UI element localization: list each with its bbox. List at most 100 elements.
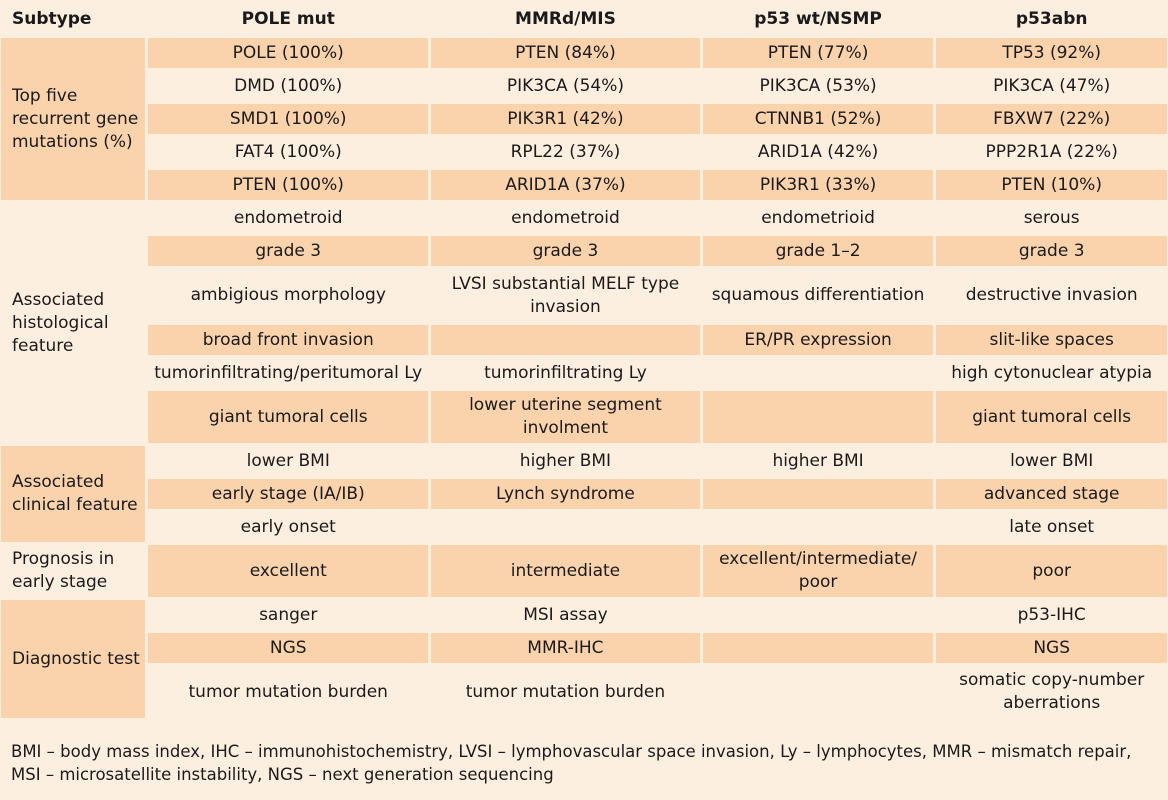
header-row: Subtype POLE mut MMRd/MIS p53 wt/NSMP p5… (1, 3, 1167, 35)
table-row: Diagnostic test sanger MSI assay p53-IHC (1, 600, 1167, 718)
table-cell: grade 3 (936, 236, 1167, 266)
header-pole-mut: POLE mut (148, 3, 429, 35)
table-cell: early stage (IA/IB) (148, 479, 429, 509)
table-cell: CTNNB1 (52%) (702, 104, 934, 134)
header-p53abn: p53abn (936, 3, 1167, 35)
table-row: giant tumoral cells lower uterine segmen… (1, 391, 1167, 443)
table-row: PTEN (100%) ARID1A (37%) PIK3R1 (33%) PT… (1, 170, 1167, 200)
table-cell: lower BMI (936, 446, 1167, 476)
table-cell: early onset (148, 512, 429, 542)
table-cell: endometrioid (702, 203, 934, 233)
table-cell: PTEN (77%) (702, 38, 934, 68)
table-cell (431, 512, 700, 542)
table-cell: grade 3 (431, 236, 700, 266)
table-row: early onset late onset (1, 512, 1167, 542)
table-cell: PIK3CA (54%) (431, 71, 700, 101)
table-cell: excellent/intermediate/ poor (702, 545, 934, 597)
table-cell (702, 666, 934, 718)
table-cell: serous (936, 203, 1167, 233)
table-cell: tumor mutation burden (148, 666, 429, 718)
table-row: tumorinfiltrating/peritumoral Ly tumorin… (1, 358, 1167, 388)
table-cell: grade 1–2 (702, 236, 934, 266)
header-subtype: Subtype (1, 3, 146, 35)
table-cell: PTEN (84%) (431, 38, 700, 68)
table-cell: intermediate (431, 545, 700, 597)
table-cell: grade 3 (148, 236, 429, 266)
table-cell: giant tumoral cells (148, 391, 429, 443)
table-row: NGS MMR-IHC NGS (1, 633, 1167, 663)
table-cell: endometroid (431, 203, 700, 233)
table-cell: PIK3R1 (33%) (702, 170, 934, 200)
table-row: Associated clinical feature lower BMI hi… (1, 446, 1167, 542)
table-cell: tumorinfiltrating/peritumoral Ly (148, 358, 429, 388)
table-cell: PIK3CA (47%) (936, 71, 1167, 101)
table-cell: ARID1A (37%) (431, 170, 700, 200)
table-cell: endometroid (148, 203, 429, 233)
header-mmrd: MMRd/MIS (431, 3, 700, 35)
table-cell: high cytonuclear atypia (936, 358, 1167, 388)
header-p53wt: p53 wt/NSMP (702, 3, 934, 35)
table-cell: higher BMI (431, 446, 700, 476)
table-row: broad front invasion ER/PR expression sl… (1, 325, 1167, 355)
table-row: FAT4 (100%) RPL22 (37%) ARID1A (42%) PPP… (1, 137, 1167, 167)
table-cell: sanger (148, 600, 429, 630)
table-cell: ER/PR expression (702, 325, 934, 355)
table-cell: PTEN (10%) (936, 170, 1167, 200)
table-row: Associated histological feature endometr… (1, 203, 1167, 443)
table-cell: advanced stage (936, 479, 1167, 509)
section-label-mutations: Top five recurrent gene mutations (%) (1, 38, 146, 200)
table-cell: NGS (936, 633, 1167, 663)
table-row: Prognosis in early stage excellent inter… (1, 545, 1167, 597)
table-row: ambigious morphology LVSI substantial ME… (1, 269, 1167, 322)
section-label-histological: Associated histological feature (1, 203, 146, 443)
table-cell: MMR-IHC (431, 633, 700, 663)
table-cell: PPP2R1A (22%) (936, 137, 1167, 167)
table-cell: excellent (148, 545, 429, 597)
table-cell (702, 600, 934, 630)
table-cell: squamous differentiation (702, 269, 934, 322)
table-cell: ambigious morphology (148, 269, 429, 322)
table-row: SMD1 (100%) PIK3R1 (42%) CTNNB1 (52%) FB… (1, 104, 1167, 134)
table-cell: broad front invasion (148, 325, 429, 355)
table-cell: SMD1 (100%) (148, 104, 429, 134)
table-cell: LVSI substantial MELF type invasion (431, 269, 700, 322)
table-footnote: BMI – body mass index, IHC – immunohisto… (11, 742, 1132, 784)
subtype-table: Subtype POLE mut MMRd/MIS p53 wt/NSMP p5… (1, 3, 1167, 718)
table-cell: PTEN (100%) (148, 170, 429, 200)
table-cell: FBXW7 (22%) (936, 104, 1167, 134)
table-cell (431, 325, 700, 355)
table-row: tumor mutation burden tumor mutation bur… (1, 666, 1167, 718)
table-row: early stage (IA/IB) Lynch syndrome advan… (1, 479, 1167, 509)
table-cell: late onset (936, 512, 1167, 542)
table-cell: lower BMI (148, 446, 429, 476)
table-cell: higher BMI (702, 446, 934, 476)
table-cell: lower uterine segment involment (431, 391, 700, 443)
table-cell: NGS (148, 633, 429, 663)
section-label-prognosis: Prognosis in early stage (1, 545, 146, 597)
table-cell: tumor mutation burden (431, 666, 700, 718)
table-cell: PIK3CA (53%) (702, 71, 934, 101)
table-cell: somatic copy-number aberrations (936, 666, 1167, 718)
section-label-clinical: Associated clinical feature (1, 446, 146, 542)
table-cell (702, 391, 934, 443)
table-cell: DMD (100%) (148, 71, 429, 101)
table-row: grade 3 grade 3 grade 1–2 grade 3 (1, 236, 1167, 266)
table-cell: RPL22 (37%) (431, 137, 700, 167)
table-cell (702, 479, 934, 509)
table-cell: PIK3R1 (42%) (431, 104, 700, 134)
table-cell (702, 512, 934, 542)
table-cell: POLE (100%) (148, 38, 429, 68)
table-cell: slit-like spaces (936, 325, 1167, 355)
table-cell: destructive invasion (936, 269, 1167, 322)
table-row: DMD (100%) PIK3CA (54%) PIK3CA (53%) PIK… (1, 71, 1167, 101)
table-cell (702, 358, 934, 388)
table-cell: Lynch syndrome (431, 479, 700, 509)
table-row: Top five recurrent gene mutations (%) PO… (1, 38, 1167, 200)
section-label-diagnostic: Diagnostic test (1, 600, 146, 718)
table-cell: giant tumoral cells (936, 391, 1167, 443)
table-cell: TP53 (92%) (936, 38, 1167, 68)
table-cell: p53-IHC (936, 600, 1167, 630)
table-cell: FAT4 (100%) (148, 137, 429, 167)
table-cell: tumorinfiltrating Ly (431, 358, 700, 388)
table-cell: MSI assay (431, 600, 700, 630)
